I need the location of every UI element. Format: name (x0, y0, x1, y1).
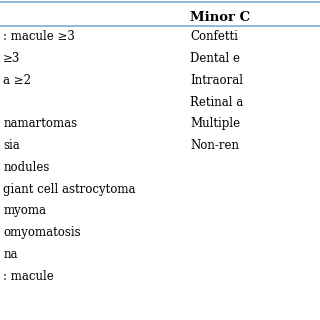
Text: Intraoral: Intraoral (190, 74, 244, 87)
Text: myoma: myoma (3, 204, 46, 218)
Text: Multiple: Multiple (190, 117, 241, 131)
Text: : macule: : macule (3, 270, 54, 283)
Text: sia: sia (3, 139, 20, 152)
Text: Confetti: Confetti (190, 30, 238, 44)
Text: nodules: nodules (3, 161, 50, 174)
Text: Retinal a: Retinal a (190, 96, 244, 109)
Text: Minor C: Minor C (190, 11, 251, 24)
Text: ≥3: ≥3 (3, 52, 20, 65)
Text: : macule ≥3: : macule ≥3 (3, 30, 75, 44)
Text: Dental e: Dental e (190, 52, 240, 65)
Text: namartomas: namartomas (3, 117, 77, 131)
Text: a ≥2: a ≥2 (3, 74, 31, 87)
Text: na: na (3, 248, 18, 261)
Text: Non-ren: Non-ren (190, 139, 239, 152)
Text: omyomatosis: omyomatosis (3, 226, 81, 239)
Text: giant cell astrocytoma: giant cell astrocytoma (3, 183, 136, 196)
